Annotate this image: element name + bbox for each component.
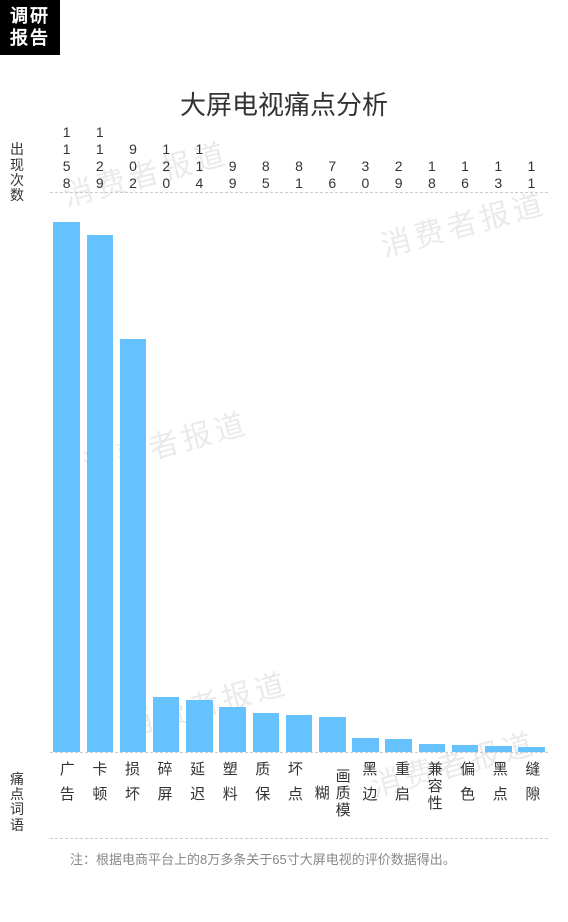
chart-title: 大屏电视痛点分析 — [0, 85, 568, 122]
bar-value: 81 — [282, 142, 315, 192]
bar-value: 29 — [382, 142, 415, 192]
bar — [518, 747, 545, 752]
bar-label: 黑点 — [483, 753, 516, 833]
bar — [286, 715, 313, 752]
bar-cell — [349, 193, 382, 752]
bar — [87, 235, 114, 752]
bar — [452, 745, 479, 752]
bar-value: 13 — [482, 142, 515, 192]
bar-cell — [249, 193, 282, 752]
bar-value: 114 — [183, 142, 216, 192]
bar — [153, 697, 180, 752]
bar-cell — [382, 193, 415, 752]
bar — [219, 707, 246, 752]
badge-line-1: 调研 — [10, 6, 50, 28]
bar-label: 延迟 — [180, 753, 213, 833]
bar — [53, 222, 80, 752]
bar-cell — [415, 193, 448, 752]
y-axis-top-label: 出现次数 — [10, 142, 30, 204]
bar-label: 碎屏 — [148, 753, 181, 833]
bar — [385, 739, 412, 752]
bar — [419, 744, 446, 752]
y-axis-bottom-label: 痛点词语 — [10, 772, 30, 834]
bar — [120, 339, 147, 752]
badge-line-2: 报告 — [10, 28, 50, 50]
bar-label: 偏色 — [450, 753, 483, 833]
bar-label: 缝隙 — [516, 753, 549, 833]
bar-cell — [282, 193, 315, 752]
bar-cell — [515, 193, 548, 752]
bar-cell — [150, 193, 183, 752]
labels-row: 广告卡顿损坏碎屏延迟塑料质保坏点画质模糊黑边重启兼容性偏色黑点缝隙 — [50, 753, 548, 833]
bar-cell — [448, 193, 481, 752]
values-row: 1158112990212011499858176302918161311 — [50, 142, 548, 192]
bar-value: 120 — [150, 142, 183, 192]
bar-value: 30 — [349, 142, 382, 192]
bar-label: 画质模糊 — [311, 753, 353, 833]
bar-label: 重启 — [385, 753, 418, 833]
bar-value: 902 — [116, 142, 149, 192]
header-badge: 调研 报告 — [0, 0, 60, 55]
bar — [319, 717, 346, 752]
bar-label: 损坏 — [115, 753, 148, 833]
bar — [253, 713, 280, 752]
bar — [186, 700, 213, 752]
bar-value: 1129 — [83, 142, 116, 192]
bar-value: 1158 — [50, 142, 83, 192]
bar-cell — [183, 193, 216, 752]
bar — [352, 738, 379, 752]
bar-value: 11 — [515, 142, 548, 192]
bar-value: 85 — [249, 142, 282, 192]
bar-label: 塑料 — [213, 753, 246, 833]
bar-label: 坏点 — [278, 753, 311, 833]
bar-label: 质保 — [245, 753, 278, 833]
bar-value: 16 — [448, 142, 481, 192]
bar-value: 18 — [415, 142, 448, 192]
bar-cell — [83, 193, 116, 752]
bar-label: 卡顿 — [83, 753, 116, 833]
bar — [485, 746, 512, 752]
bar-cell — [216, 193, 249, 752]
footnote: 注：根据电商平台上的8万多条关于65寸大屏电视的评价数据得出。 — [50, 838, 548, 868]
bar-value: 76 — [316, 142, 349, 192]
bar-label: 广告 — [50, 753, 83, 833]
bar-label: 黑边 — [353, 753, 386, 833]
bar-cell — [116, 193, 149, 752]
bar-cell — [482, 193, 515, 752]
bars-row — [50, 193, 548, 753]
bar-cell — [50, 193, 83, 752]
bar-label: 兼容性 — [418, 753, 451, 833]
bar-cell — [316, 193, 349, 752]
chart-area: 出现次数 11581129902120114998581763029181613… — [0, 142, 568, 833]
bar-value: 99 — [216, 142, 249, 192]
